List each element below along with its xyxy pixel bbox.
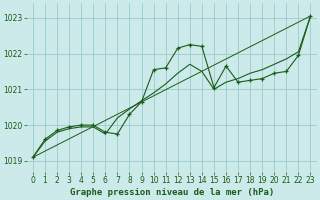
X-axis label: Graphe pression niveau de la mer (hPa): Graphe pression niveau de la mer (hPa) (69, 188, 274, 197)
